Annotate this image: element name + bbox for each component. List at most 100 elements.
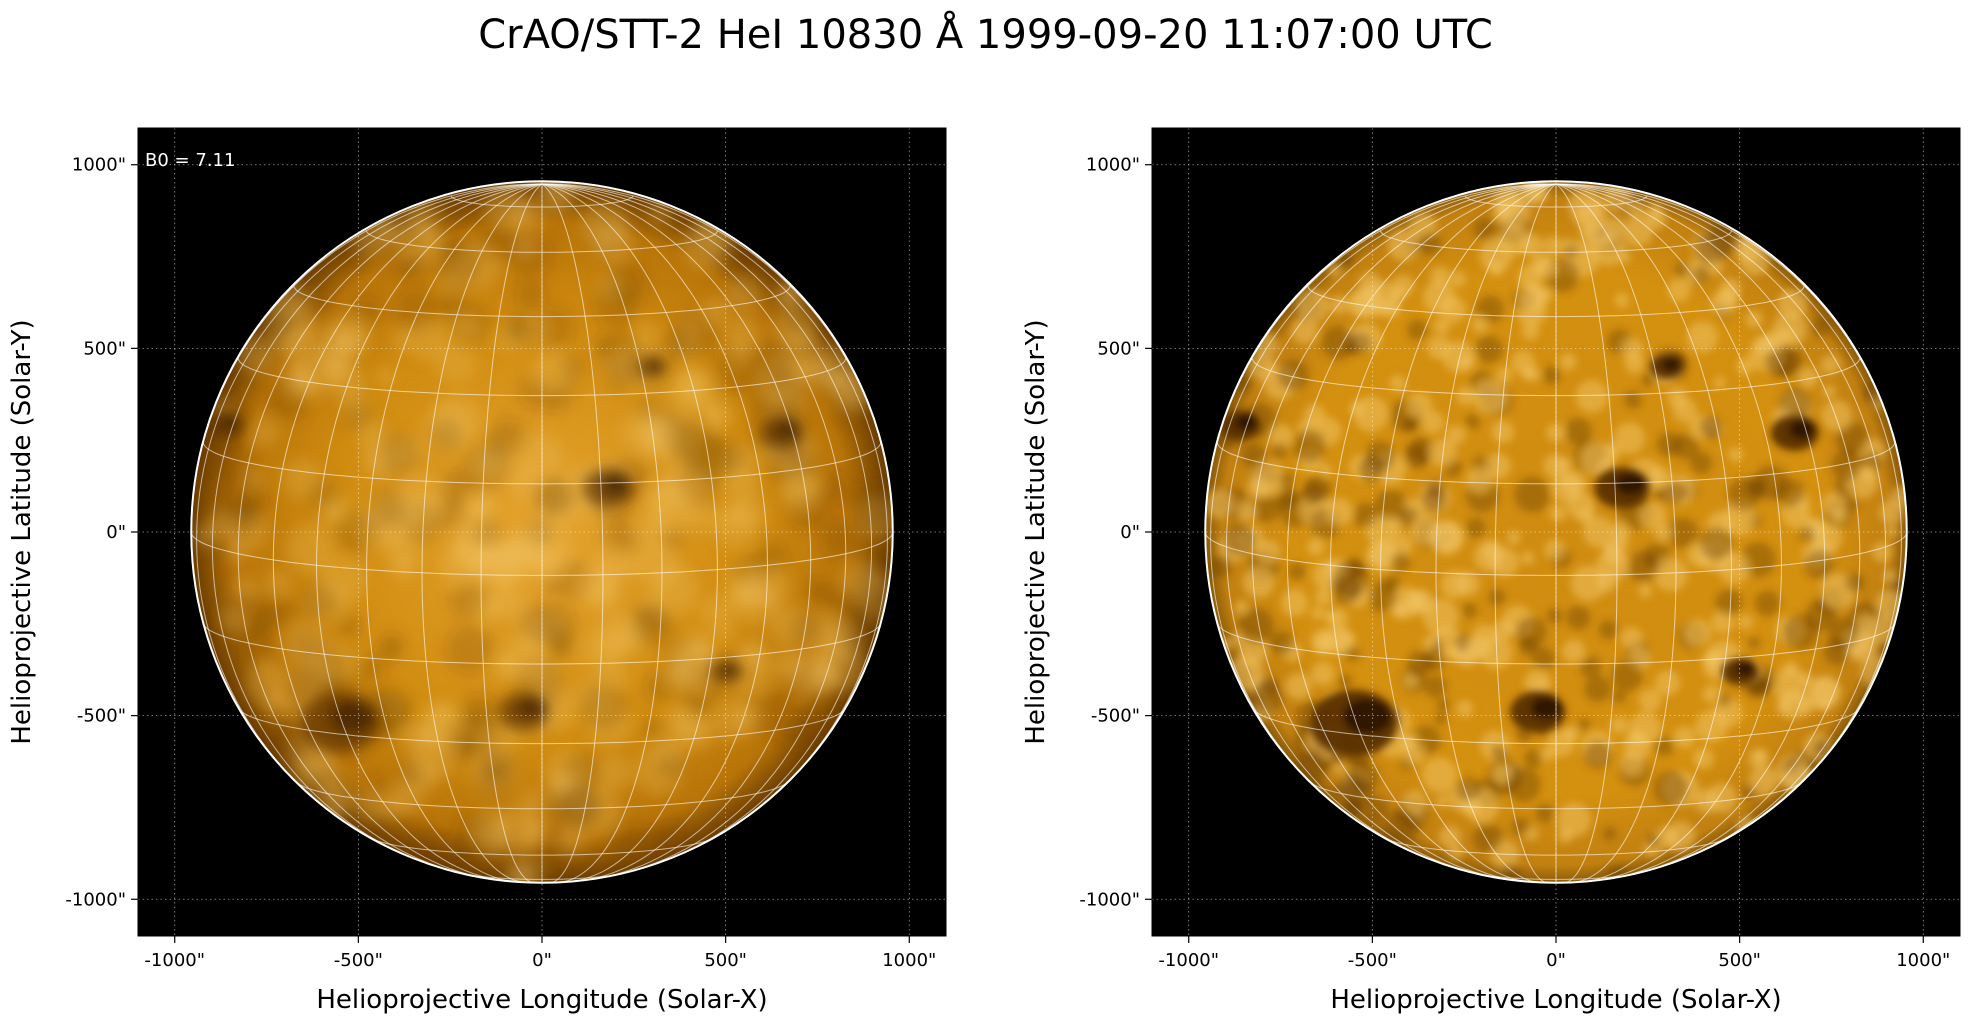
- network-cell: [301, 582, 340, 620]
- network-cell: [1515, 616, 1547, 648]
- network-cell: [1314, 588, 1333, 606]
- network-cell: [1403, 673, 1418, 688]
- network-cell: [1662, 480, 1687, 505]
- network-cell: [1543, 236, 1562, 255]
- network-cell: [1524, 749, 1543, 769]
- network-cell: [710, 699, 754, 742]
- network-cell: [1449, 270, 1467, 287]
- network-cell: [734, 495, 769, 530]
- network-cell: [1702, 684, 1721, 703]
- network-cell: [782, 714, 821, 753]
- network-cell: [1611, 660, 1643, 692]
- network-cell: [1648, 466, 1671, 489]
- network-cell: [724, 649, 772, 697]
- network-cell: [1546, 608, 1563, 624]
- longitude-line: [196, 183, 543, 832]
- network-cell: [1628, 730, 1644, 745]
- network-cell: [1886, 525, 1899, 539]
- y-tick-label: 1000": [1086, 155, 1140, 176]
- network-cell: [1557, 827, 1573, 844]
- network-cell: [205, 434, 255, 484]
- dark-feature-core: [1342, 698, 1392, 734]
- longitude-line: [1555, 183, 1732, 883]
- y-tick-label: -500": [77, 706, 126, 727]
- network-cell: [1547, 728, 1576, 757]
- network-cell: [1475, 335, 1503, 364]
- network-cell: [437, 243, 481, 287]
- network-cell: [296, 657, 332, 693]
- network-cell: [380, 640, 401, 661]
- network-cell: [1667, 517, 1698, 549]
- network-cell: [618, 553, 644, 579]
- network-cell: [1579, 656, 1602, 678]
- network-cell: [1247, 476, 1270, 499]
- network-cell: [1718, 552, 1750, 584]
- network-cell: [1520, 367, 1534, 381]
- network-cell: [1778, 689, 1809, 720]
- network-cell: [1653, 557, 1688, 592]
- network-cell: [1436, 698, 1451, 712]
- network-cell: [1728, 446, 1744, 463]
- network-cell: [1236, 500, 1257, 521]
- y-tick-label: 500": [1097, 338, 1140, 359]
- network-cell: [735, 580, 756, 602]
- network-cell: [1296, 290, 1329, 323]
- network-cell: [672, 708, 706, 742]
- network-cell: [595, 754, 633, 792]
- network-cell: [1391, 274, 1415, 297]
- network-cell: [1402, 790, 1427, 815]
- solar-limb: [190, 180, 894, 884]
- longitude-line: [541, 183, 888, 832]
- network-cell: [1234, 599, 1249, 615]
- network-cell: [639, 824, 665, 850]
- network-cell: [1455, 776, 1481, 802]
- network-cell: [1403, 443, 1430, 470]
- figure-title: CrAO/STT-2 HeI 10830 Å 1999-09-20 11:07:…: [478, 12, 1493, 58]
- network-cell: [1422, 635, 1437, 650]
- network-cell: [819, 520, 859, 560]
- longitude-line: [1286, 183, 1557, 881]
- network-cell: [246, 661, 291, 707]
- y-tick-label: 0": [106, 522, 126, 543]
- network-cell: [1583, 740, 1612, 769]
- network-cell: [1567, 491, 1596, 520]
- network-cell: [559, 353, 587, 381]
- network-cell: [1310, 606, 1325, 620]
- longitude-line: [1494, 183, 1557, 883]
- network-cell: [1291, 317, 1319, 345]
- network-cell: [1748, 766, 1778, 796]
- network-cell: [1718, 287, 1740, 309]
- network-cell: [380, 798, 403, 821]
- network-cell: [1344, 779, 1373, 809]
- x-tick-label: 1000": [1896, 950, 1950, 971]
- network-cell: [1465, 517, 1486, 538]
- network-cell: [1471, 316, 1488, 333]
- network-cell: [1776, 478, 1805, 508]
- network-cell: [219, 606, 245, 633]
- network-cell: [1620, 751, 1645, 776]
- network-cell: [657, 752, 684, 779]
- network-cell: [515, 279, 547, 312]
- network-cell: [747, 398, 773, 424]
- network-cell: [1391, 552, 1411, 572]
- network-cell: [1402, 417, 1418, 432]
- y-tick-label: -1000": [65, 889, 126, 910]
- network-cell: [1673, 726, 1696, 749]
- network-cell: [1577, 718, 1591, 732]
- network-cell: [518, 602, 558, 642]
- network-cell: [1754, 590, 1781, 617]
- chromospheric-network: [1205, 181, 1907, 883]
- longitude-line: [1555, 183, 1887, 869]
- network-cell: [745, 565, 790, 609]
- network-cell: [265, 596, 297, 629]
- network-cell: [501, 638, 543, 680]
- network-cell: [1690, 452, 1713, 475]
- network-cell: [719, 502, 745, 528]
- network-cell: [631, 603, 676, 649]
- network-cell: [1832, 509, 1847, 524]
- longitude-line: [541, 183, 663, 883]
- network-cell: [1777, 288, 1808, 319]
- network-cell: [1882, 569, 1898, 584]
- network-cell: [1699, 527, 1733, 561]
- network-cell: [1713, 376, 1726, 389]
